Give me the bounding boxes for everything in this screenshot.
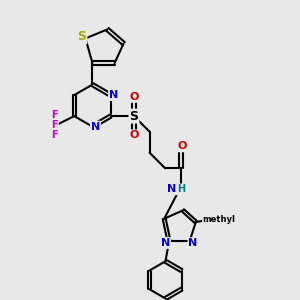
Text: N: N bbox=[161, 238, 170, 248]
Text: N: N bbox=[91, 122, 100, 132]
Text: S: S bbox=[130, 110, 139, 123]
Text: H: H bbox=[177, 184, 185, 194]
Text: O: O bbox=[129, 130, 139, 140]
Text: N: N bbox=[167, 184, 176, 194]
Text: S: S bbox=[77, 30, 86, 44]
Text: O: O bbox=[177, 141, 187, 152]
Text: methyl: methyl bbox=[203, 214, 236, 224]
Text: F: F bbox=[51, 110, 58, 120]
Text: N: N bbox=[188, 238, 198, 248]
Text: F: F bbox=[51, 120, 58, 130]
Text: F: F bbox=[51, 130, 58, 140]
Text: O: O bbox=[129, 92, 139, 102]
Text: N: N bbox=[109, 90, 118, 100]
